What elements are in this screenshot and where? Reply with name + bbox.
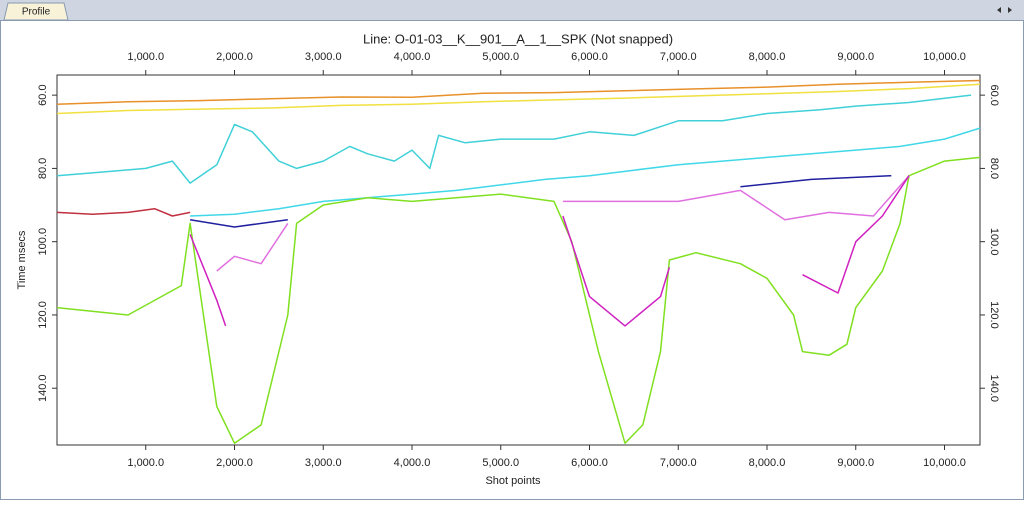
x-tick-label: 6,000.0 bbox=[571, 51, 608, 63]
x-tick-label: 10,000.0 bbox=[923, 51, 966, 63]
series-line bbox=[56, 94, 972, 184]
series-line bbox=[56, 83, 981, 115]
x-tick-label: 8,000.0 bbox=[749, 457, 786, 469]
x-tick-label: 1,000.0 bbox=[127, 51, 164, 63]
y-tick-label: 60.0 bbox=[988, 84, 1000, 105]
x-axis-label: Shot points bbox=[485, 475, 541, 487]
x-tick-label: 7,000.0 bbox=[660, 51, 697, 63]
series-line bbox=[56, 156, 981, 444]
y-tick-label: 60.0 bbox=[37, 84, 49, 105]
y-tick-label: 80.0 bbox=[988, 158, 1000, 179]
x-tick-label: 9,000.0 bbox=[837, 51, 874, 63]
x-tick-label: 6,000.0 bbox=[571, 457, 608, 469]
y-axis-label: Time msecs bbox=[16, 230, 28, 289]
series-line bbox=[190, 127, 981, 217]
y-tick-label: 100.0 bbox=[988, 228, 1000, 256]
y-tick-label: 80.0 bbox=[37, 158, 49, 179]
x-tick-label: 10,000.0 bbox=[923, 457, 966, 469]
tab-scroll[interactable] bbox=[997, 7, 1012, 13]
x-tick-label: 2,000.0 bbox=[216, 51, 253, 63]
tab-label[interactable]: Profile bbox=[22, 7, 51, 18]
y-tick-label: 100.0 bbox=[37, 228, 49, 256]
tab-bar bbox=[0, 0, 1024, 20]
x-tick-label: 3,000.0 bbox=[305, 457, 342, 469]
y-tick-label: 140.0 bbox=[37, 374, 49, 402]
x-tick-label: 3,000.0 bbox=[305, 51, 342, 63]
y-tick-label: 120.0 bbox=[988, 301, 1000, 329]
series-line bbox=[56, 79, 981, 106]
series-line bbox=[56, 207, 191, 217]
x-tick-label: 7,000.0 bbox=[660, 457, 697, 469]
y-tick-label: 120.0 bbox=[37, 301, 49, 329]
chart-title: Line: O-01-03__K__901__A__1__SPK (Not sn… bbox=[363, 31, 673, 46]
x-tick-label: 5,000.0 bbox=[482, 457, 519, 469]
x-tick-label: 2,000.0 bbox=[216, 457, 253, 469]
x-tick-label: 4,000.0 bbox=[394, 457, 431, 469]
y-tick-label: 140.0 bbox=[988, 374, 1000, 402]
plot-frame bbox=[56, 74, 981, 446]
series-line bbox=[189, 174, 892, 228]
series-line bbox=[216, 175, 910, 272]
x-tick-label: 4,000.0 bbox=[394, 51, 431, 63]
series-line bbox=[189, 175, 910, 327]
x-tick-label: 1,000.0 bbox=[127, 457, 164, 469]
x-tick-label: 8,000.0 bbox=[749, 51, 786, 63]
x-tick-label: 9,000.0 bbox=[837, 457, 874, 469]
x-tick-label: 5,000.0 bbox=[482, 51, 519, 63]
